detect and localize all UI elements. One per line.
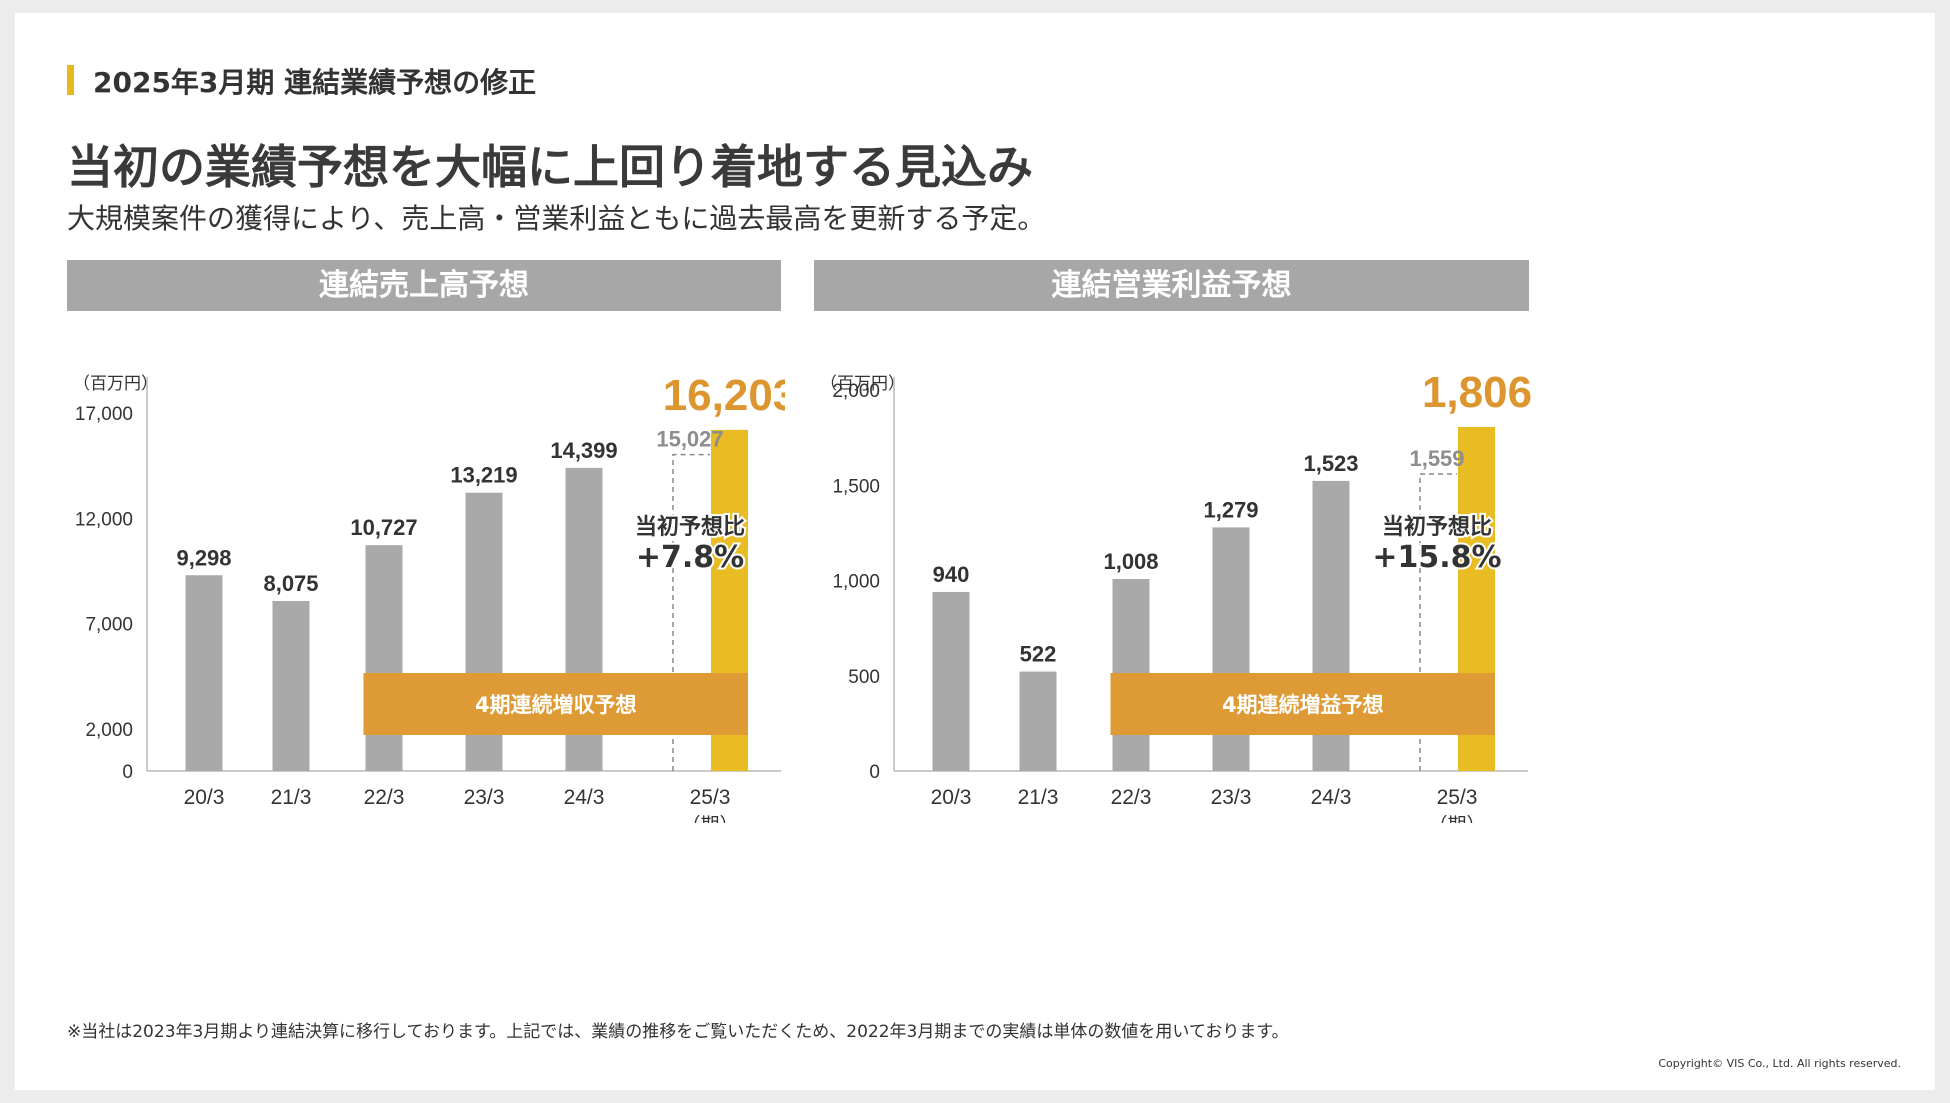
x-tick-label: 22/3 xyxy=(364,786,405,809)
headline: 当初の業績予想を大幅に上回り着地する見込み xyxy=(67,140,1033,194)
data-label: 14,399 xyxy=(550,438,617,463)
data-label: 1,279 xyxy=(1203,497,1258,522)
growth-band xyxy=(363,673,748,735)
y-tick-label: 500 xyxy=(848,667,880,688)
x-tick-label: 20/3 xyxy=(931,786,972,809)
unit-label: （百万円） xyxy=(820,374,905,394)
sales-panel-header: 連結売上高予想 xyxy=(67,260,781,311)
data-label: 9,298 xyxy=(176,545,231,570)
bar xyxy=(932,591,970,771)
x-tick-label: 21/3 xyxy=(1018,786,1059,809)
y-tick-label: 17,000 xyxy=(75,404,133,425)
x-tick-label: 23/3 xyxy=(1211,786,1252,809)
operating-profit-forecast-chart: （百万円） 0 500 1,000 1,500 2,000 20/3 940 21/3 522 22… xyxy=(820,368,1532,823)
comparison-value: +15.8% xyxy=(1372,540,1501,575)
comparison-value: +7.8% xyxy=(636,540,744,575)
x-tick-label: 25/3 xyxy=(690,786,731,809)
data-label: 10,727 xyxy=(350,515,417,540)
growth-band-label: 4期連続増益予想 xyxy=(1222,693,1384,717)
y-tick-label: 1,500 xyxy=(832,476,880,497)
section-accent-bar xyxy=(67,65,74,95)
y-tick-label: 0 xyxy=(122,762,133,783)
data-label: 13,219 xyxy=(450,463,517,488)
y-tick-label: 12,000 xyxy=(75,509,133,530)
period-suffix-label: （期） xyxy=(681,814,738,823)
data-label: 1,523 xyxy=(1303,451,1358,476)
forecast-value-label: 16,203 xyxy=(663,371,785,420)
x-tick-label: 24/3 xyxy=(1311,786,1352,809)
initial-forecast-outline xyxy=(672,453,710,771)
y-tick-label: 1,000 xyxy=(832,572,880,593)
initial-forecast-label: 1,559 xyxy=(1409,446,1464,471)
data-label: 8,075 xyxy=(263,571,318,596)
x-tick-label: 22/3 xyxy=(1111,786,1152,809)
growth-band-label: 4期連続増収予想 xyxy=(475,693,637,717)
y-tick-label: 7,000 xyxy=(85,615,133,636)
slide: 2025年3月期 連結業績予想の修正 当初の業績予想を大幅に上回り着地する見込み… xyxy=(15,13,1935,1090)
sales-forecast-chart: （百万円） 0 2,000 7,000 12,000 17,000 20/3 9,298 21/… xyxy=(73,371,785,823)
bar xyxy=(272,601,310,771)
comparison-caption: 当初予想比 xyxy=(635,514,745,540)
bar xyxy=(365,545,403,771)
bar xyxy=(185,575,223,771)
x-tick-label: 20/3 xyxy=(184,786,225,809)
y-tick-label: 2,000 xyxy=(85,720,133,741)
y-tick-label: 2,000 xyxy=(832,381,880,402)
copyright: Copyright© VIS Co., Ltd. All rights rese… xyxy=(1658,1057,1901,1070)
x-tick-label: 24/3 xyxy=(564,786,605,809)
subheadline: 大規模案件の獲得により、売上高・営業利益ともに過去最高を更新する予定。 xyxy=(67,202,1046,235)
comparison-caption: 当初予想比 xyxy=(1382,514,1492,540)
x-tick-label: 25/3 xyxy=(1437,786,1478,809)
unit-label: （百万円） xyxy=(73,374,158,394)
section-title: 2025年3月期 連結業績予想の修正 xyxy=(93,66,537,99)
data-label: 940 xyxy=(933,562,970,587)
forecast-value-label: 1,806 xyxy=(1422,368,1532,417)
period-suffix-label: （期） xyxy=(1428,814,1485,823)
growth-band xyxy=(1110,673,1495,735)
y-tick-label: 0 xyxy=(869,762,880,783)
data-label: 522 xyxy=(1020,642,1057,667)
profit-panel-header: 連結営業利益予想 xyxy=(814,260,1529,311)
bar xyxy=(1019,671,1057,771)
initial-forecast-label: 15,027 xyxy=(656,427,723,452)
data-label: 1,008 xyxy=(1103,549,1158,574)
x-tick-label: 23/3 xyxy=(464,786,505,809)
x-tick-label: 21/3 xyxy=(271,786,312,809)
footnote: ※当社は2023年3月期より連結決算に移行しております。上記では、業績の推移をご… xyxy=(67,1022,1289,1042)
